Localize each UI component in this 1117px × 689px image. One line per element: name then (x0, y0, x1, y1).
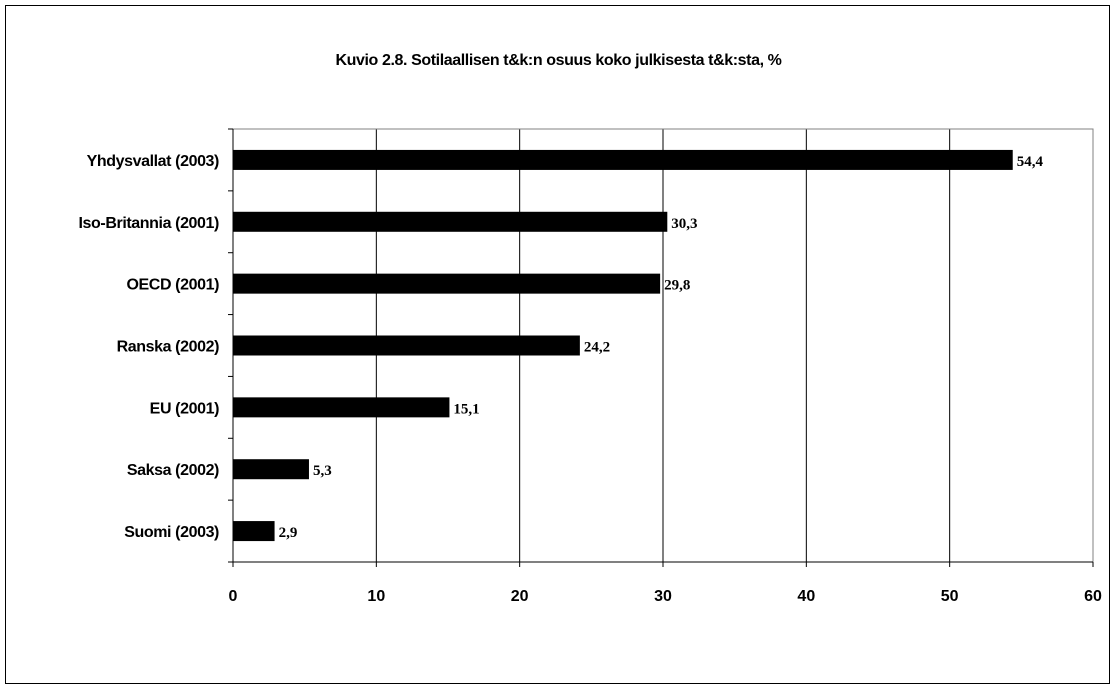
category-label: Suomi (2003) (124, 524, 219, 541)
data-labels: 54,4 30,3 29,8 24,2 15,1 5,3 2,9 (279, 154, 1044, 541)
x-tick-label: 10 (367, 588, 385, 605)
x-tick-labels: 0 10 20 30 40 50 60 (229, 588, 1102, 605)
bar (233, 149, 1013, 170)
bar (233, 211, 668, 232)
data-label: 5,3 (313, 463, 332, 479)
bars (233, 149, 1013, 542)
axes (228, 128, 1094, 567)
data-label: 24,2 (584, 340, 610, 356)
data-label: 30,3 (671, 216, 697, 232)
category-label: Iso-Britannia (2001) (79, 215, 220, 232)
bar (233, 335, 580, 356)
data-label: 2,9 (279, 525, 298, 541)
category-label: Ranska (2002) (117, 339, 219, 356)
x-tick-label: 20 (511, 588, 529, 605)
x-tick-label: 0 (229, 588, 238, 605)
category-label: Yhdysvallat (2003) (87, 153, 219, 170)
category-label: EU (2001) (150, 400, 219, 417)
x-tick-label: 50 (941, 588, 959, 605)
category-labels: Yhdysvallat (2003) Iso-Britannia (2001) OE… (79, 153, 220, 541)
category-label: Saksa (2002) (127, 462, 219, 479)
x-tick-label: 30 (654, 588, 672, 605)
bar (233, 273, 661, 294)
x-tick-label: 60 (1084, 588, 1102, 605)
bar (233, 459, 309, 480)
bar (233, 521, 275, 542)
data-label: 54,4 (1017, 154, 1044, 170)
x-tick-label: 40 (797, 588, 815, 605)
chart-title: Kuvio 2.8. Sotilaallisen t&k:n osuus kok… (335, 52, 782, 69)
data-label: 29,8 (664, 278, 690, 294)
data-label: 15,1 (453, 401, 479, 417)
category-label: OECD (2001) (126, 277, 219, 294)
bar (233, 397, 450, 418)
